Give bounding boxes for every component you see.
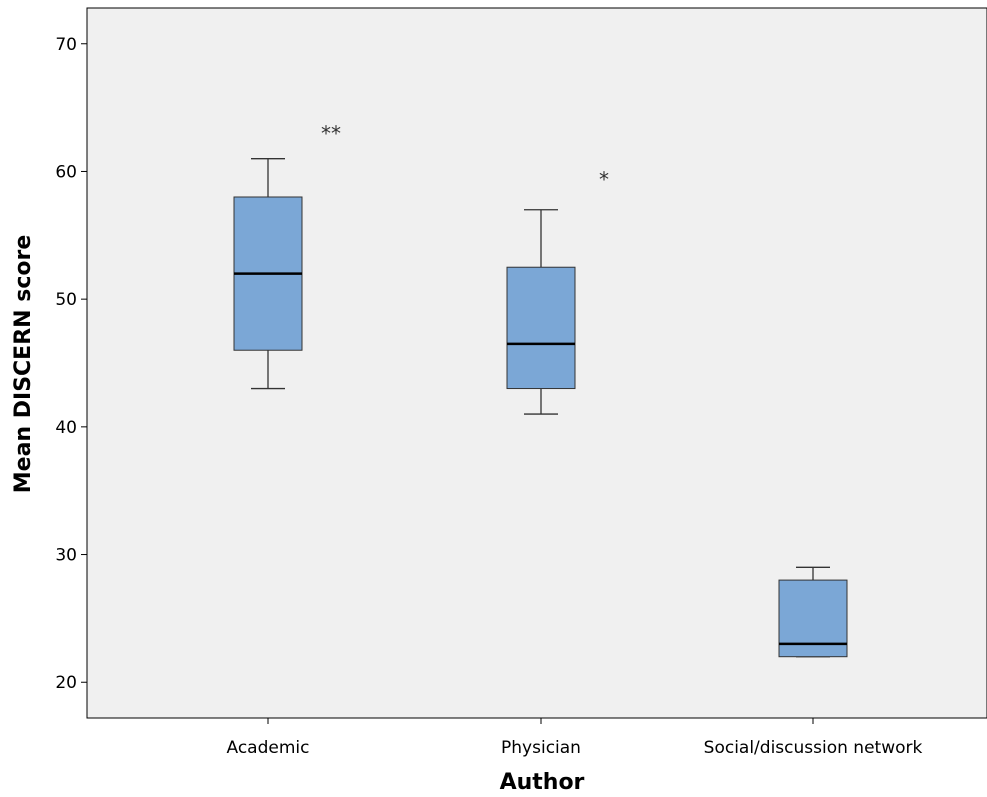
y-tick-label: 50	[55, 290, 77, 310]
x-tick-label: Physician	[501, 738, 581, 758]
box-physician	[506, 209, 576, 415]
box-academic	[233, 158, 303, 390]
y-tick-label: 20	[55, 673, 77, 693]
x-tick-label: Social/discussion network	[704, 738, 923, 758]
iqr-box	[506, 266, 576, 390]
x-axis-title: Author	[500, 770, 585, 795]
x-axis: Academic Physician Social/discussion netwo…	[227, 718, 923, 758]
box-group	[233, 158, 848, 658]
y-tick-label: 70	[55, 35, 77, 55]
significance-annotation: **	[321, 122, 341, 146]
significance-annotation: *	[599, 168, 609, 192]
y-tick-label: 60	[55, 162, 77, 182]
y-tick-label: 30	[55, 546, 77, 566]
y-axis: 20 30 40 50 60 70	[55, 35, 87, 693]
iqr-box	[778, 579, 848, 658]
box-social-discussion-network	[778, 566, 848, 658]
y-axis-title: Mean DISCERN score	[11, 235, 36, 493]
annotation-group: ***	[321, 122, 609, 192]
y-tick-label: 40	[55, 418, 77, 438]
x-tick-label: Academic	[227, 738, 310, 758]
